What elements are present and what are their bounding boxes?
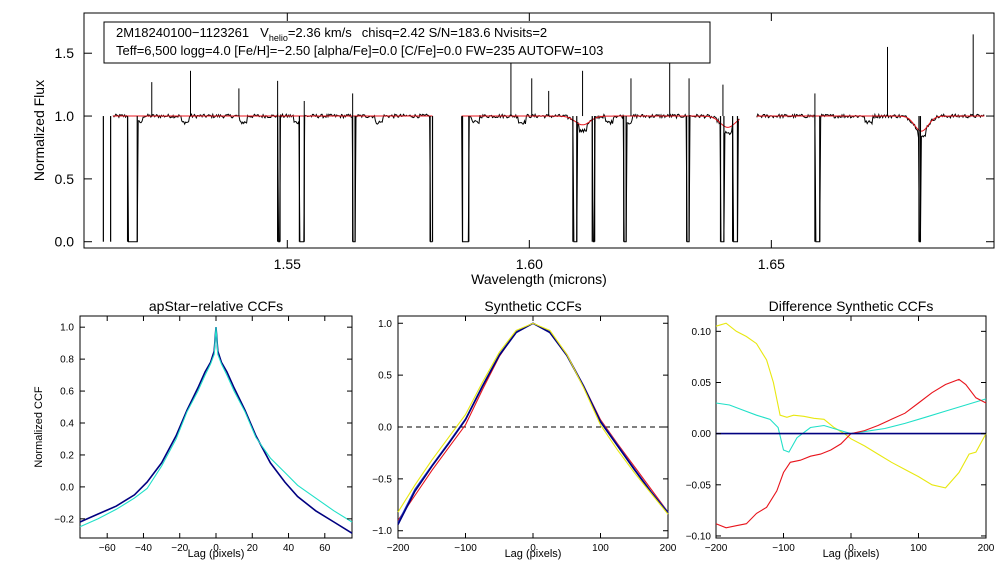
x-tick-label: 60 bbox=[319, 543, 331, 554]
spectrum-info-line2: Teff=6,500 logg=4.0 [Fe/H]=−2.50 [alpha/… bbox=[116, 43, 603, 58]
y-tick-label: 1.0 bbox=[378, 319, 392, 330]
observed-spectrum bbox=[112, 112, 433, 243]
y-tick-label: 0.0 bbox=[378, 423, 392, 434]
x-tick-label: 1.60 bbox=[516, 256, 543, 272]
series-line-red bbox=[715, 378, 987, 529]
x-tick-label: −200 bbox=[705, 543, 728, 554]
difference-ccf-plot-frame bbox=[715, 315, 987, 539]
x-tick-label: 100 bbox=[910, 543, 927, 554]
y-tick-label: 0.2 bbox=[60, 450, 74, 461]
apstar-ccf-y-axis-label: Normalized CCF bbox=[33, 386, 45, 468]
model-spectrum bbox=[756, 115, 985, 132]
y-tick-label: 0.0 bbox=[60, 482, 74, 493]
x-tick-label: 1.65 bbox=[758, 256, 785, 272]
info-vhelio-subscript: helio bbox=[269, 33, 288, 43]
difference-ccf-title: Difference Synthetic CCFs bbox=[769, 298, 934, 314]
apstar-ccf-x-axis-label: Lag (pixels) bbox=[188, 548, 245, 560]
x-tick-label: −60 bbox=[99, 543, 116, 554]
y-tick-label: 0.00 bbox=[692, 429, 712, 440]
synthetic-ccf-x-axis-label: Lag (pixels) bbox=[505, 548, 562, 560]
observed-spectrum bbox=[756, 112, 985, 243]
difference-ccf-ticks: −200 −100 0 100 200 −0.10 −0.05 0.00 0.05 0.10 bbox=[686, 316, 995, 554]
spectrum-ticks: 1.55 1.60 1.65 0.0 0.5 1.0 1.5 bbox=[55, 13, 994, 272]
spectrum-info-box bbox=[103, 21, 711, 64]
y-tick-label: 0.5 bbox=[378, 371, 392, 382]
y-tick-label: 0.6 bbox=[60, 387, 74, 398]
spectrum-plot-frame bbox=[83, 12, 995, 249]
x-tick-label: 0 bbox=[848, 543, 854, 554]
y-tick-label: −0.2 bbox=[54, 514, 74, 525]
y-tick-label: 1.0 bbox=[55, 108, 75, 124]
x-tick-label: 200 bbox=[978, 543, 995, 554]
y-tick-label: −1.0 bbox=[372, 526, 392, 537]
info-star-id: 2M18240100−1123261 bbox=[116, 25, 249, 40]
y-tick-label: 0.5 bbox=[55, 171, 75, 187]
model-spectrum bbox=[461, 115, 740, 128]
difference-ccf-x-axis-label: Lag (pixels) bbox=[823, 548, 880, 560]
info-fit-stats: chisq=2.42 S/N=183.6 Nvisits=2 bbox=[362, 25, 547, 40]
series-line-navy bbox=[79, 327, 353, 534]
spectrum-panel: 1.55 1.60 1.65 0.0 0.5 1.0 1.5 2M18240100−1123… bbox=[31, 12, 995, 287]
series-line-cyan bbox=[715, 398, 987, 453]
synthetic-ccf-title: Synthetic CCFs bbox=[484, 298, 581, 314]
series-line-navy bbox=[397, 322, 669, 525]
info-vhelio-value: =2.36 km/s bbox=[288, 25, 352, 40]
x-tick-label: −100 bbox=[772, 543, 795, 554]
series-line-red bbox=[397, 322, 669, 521]
difference-ccf-lines bbox=[715, 322, 987, 529]
x-tick-label: −100 bbox=[454, 543, 477, 554]
y-tick-label: 1.0 bbox=[60, 323, 74, 334]
apstar-ccf-lines bbox=[79, 327, 353, 534]
y-tick-label: 1.5 bbox=[55, 45, 75, 61]
y-tick-label: 0.8 bbox=[60, 355, 74, 366]
difference-ccf-panel: −200 −100 0 100 200 −0.10 −0.05 0.00 0.05 0.10 Di… bbox=[686, 298, 995, 560]
apstar-ccf-plot-frame bbox=[79, 315, 353, 539]
y-tick-label: −0.05 bbox=[686, 480, 712, 491]
spectrum-lines bbox=[102, 34, 985, 243]
x-tick-label: 0 bbox=[213, 543, 219, 554]
series-line-blue bbox=[397, 322, 669, 523]
synthetic-ccf-lines bbox=[397, 322, 669, 525]
observed-spectrum bbox=[461, 112, 740, 243]
apstar-ccf-title: apStar−relative CCFs bbox=[149, 298, 283, 314]
y-tick-label: 0.0 bbox=[55, 234, 75, 250]
series-line-yellow bbox=[715, 322, 987, 489]
y-tick-label: 0.4 bbox=[60, 419, 74, 430]
x-tick-label: −40 bbox=[135, 543, 152, 554]
x-tick-label: 200 bbox=[660, 543, 677, 554]
apstar-ccf-panel: −60 −40 −20 0 20 40 60 −0.2 0.0 0.2 0.4 0.6 0.8 1.0 a… bbox=[33, 298, 353, 560]
spectrum-x-axis-label: Wavelength (microns) bbox=[471, 271, 607, 287]
x-tick-label: 40 bbox=[283, 543, 295, 554]
y-tick-label: 0.05 bbox=[692, 378, 712, 389]
series-line-yellow bbox=[397, 322, 669, 515]
y-tick-label: 0.10 bbox=[692, 327, 712, 338]
x-tick-label: 1.55 bbox=[274, 256, 301, 272]
x-tick-label: −20 bbox=[171, 543, 188, 554]
spectrum-info-line1: 2M18240100−1123261 Vhelio=2.36 km/s chisq=… bbox=[116, 25, 547, 43]
y-tick-label: −0.10 bbox=[686, 531, 712, 542]
x-tick-label: −200 bbox=[387, 543, 410, 554]
x-tick-label: 0 bbox=[530, 543, 536, 554]
series-line-cyan bbox=[79, 327, 353, 528]
info-vhelio-symbol: V bbox=[260, 25, 269, 40]
x-tick-label: 20 bbox=[247, 543, 259, 554]
spectrum-y-axis-label: Normalized Flux bbox=[31, 80, 47, 181]
synthetic-ccf-ticks: −200 −100 0 100 200 −1.0 −0.5 0.0 0.5 1.0 bbox=[372, 316, 677, 554]
x-tick-label: 100 bbox=[592, 543, 609, 554]
synthetic-ccf-panel: −200 −100 0 100 200 −1.0 −0.5 0.0 0.5 1.0 Synthet… bbox=[372, 298, 677, 560]
y-tick-label: −0.5 bbox=[372, 474, 392, 485]
apstar-ccf-ticks: −60 −40 −20 0 20 40 60 −0.2 0.0 0.2 0.4 0.6 0.8 1.0 bbox=[54, 316, 352, 554]
